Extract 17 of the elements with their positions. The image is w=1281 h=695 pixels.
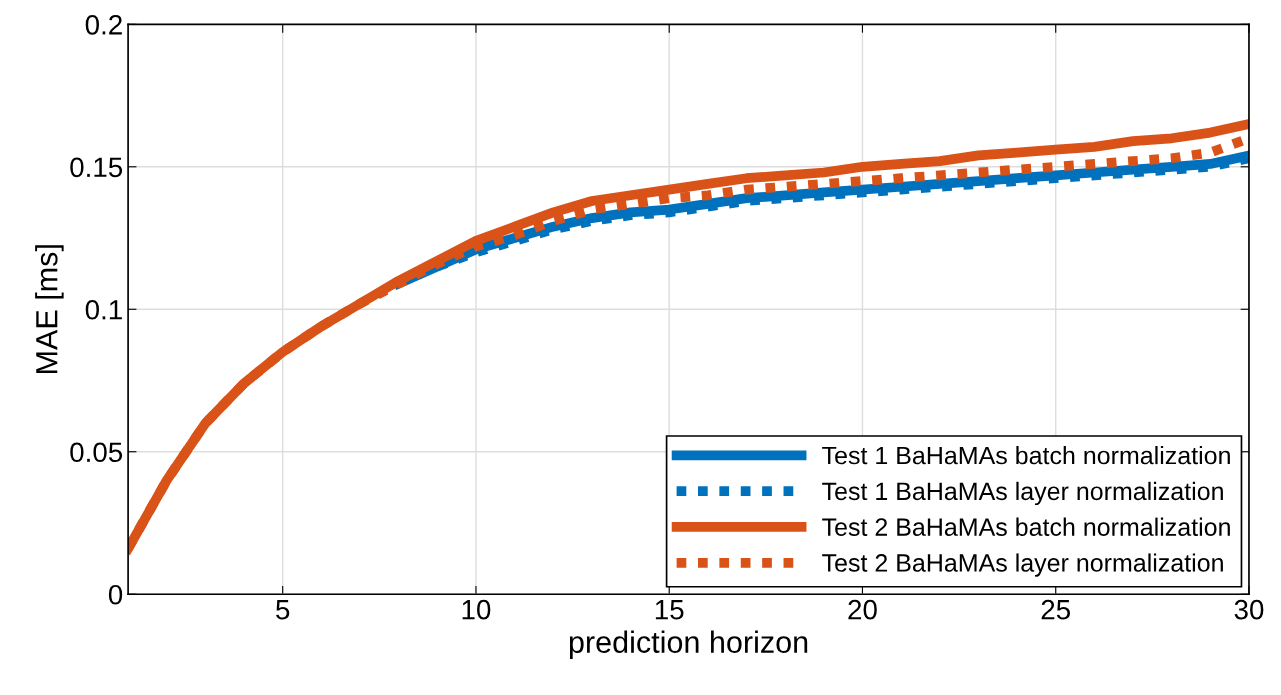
y-tick-label: 0.15 <box>70 157 123 178</box>
y-tick-label: 0.05 <box>70 442 123 463</box>
y-tick-label: 0 <box>108 584 123 605</box>
legend-label: Test 1 BaHaMAs batch normalization <box>822 446 1230 465</box>
x-tick-label: 10 <box>462 599 491 620</box>
x-tick-label: 5 <box>276 600 290 620</box>
x-tick-label: 25 <box>1041 599 1071 620</box>
x-tick-label: 20 <box>848 599 877 620</box>
x-axis-title: prediction horizon <box>569 630 808 660</box>
legend-label: Test 1 BaHaMAs layer normalization <box>822 481 1223 506</box>
y-tick-label: 0.2 <box>85 14 122 35</box>
y-axis-title: MAE [ms] <box>35 245 64 373</box>
x-tick-label: 15 <box>655 600 684 620</box>
x-tick-label: 30 <box>1234 599 1264 620</box>
y-tick-label: 0.1 <box>85 299 122 320</box>
legend-label: Test 2 BaHaMAs layer normalization <box>822 553 1223 577</box>
legend-label: Test 2 BaHaMAs batch normalization <box>822 517 1230 536</box>
